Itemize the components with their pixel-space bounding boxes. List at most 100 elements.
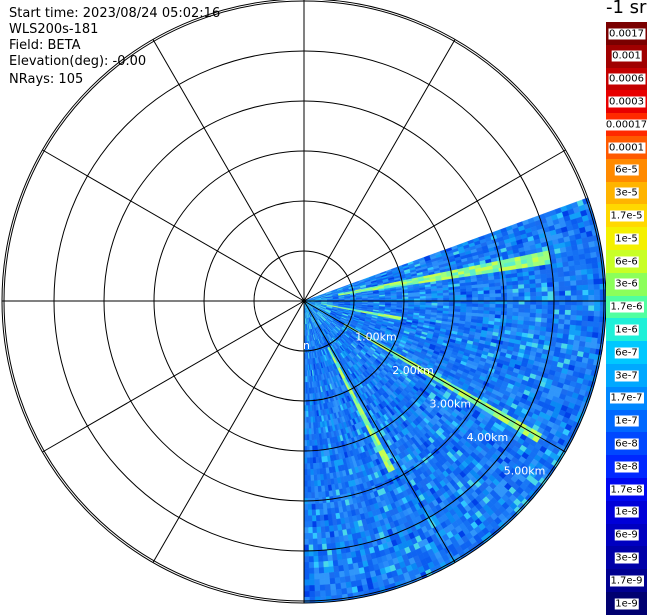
data-cell <box>536 305 542 309</box>
data-cell <box>593 274 599 280</box>
data-cell <box>530 292 536 296</box>
data-cell <box>507 285 513 289</box>
data-cell <box>535 279 541 284</box>
data-cell <box>574 260 580 266</box>
data-cell <box>519 297 525 301</box>
data-cell <box>570 320 576 325</box>
data-cell <box>484 294 490 298</box>
data-cell <box>519 293 525 297</box>
data-cell <box>536 288 542 293</box>
data-cell <box>593 322 599 328</box>
data-cell <box>455 295 461 298</box>
data-cell <box>547 314 553 319</box>
data-cell <box>530 317 536 322</box>
data-cell <box>507 308 513 312</box>
data-cell <box>575 326 581 332</box>
data-cell <box>587 327 593 333</box>
data-cell <box>513 285 519 289</box>
data-cell <box>420 296 426 298</box>
data-cell <box>586 264 592 270</box>
data-cell <box>547 278 553 283</box>
data-cell <box>518 281 524 285</box>
data-cell <box>587 274 593 280</box>
data-cell <box>599 317 605 323</box>
data-cell <box>530 288 536 292</box>
data-cell <box>559 286 565 291</box>
data-cell <box>594 295 600 300</box>
data-cell <box>506 282 512 286</box>
data-cell <box>455 292 461 295</box>
data-cell <box>523 276 529 281</box>
data-cell <box>432 298 438 301</box>
data-cell <box>461 307 467 310</box>
data-cell <box>472 285 478 289</box>
data-cell <box>548 287 554 292</box>
data-cell <box>576 316 582 321</box>
data-cell <box>559 310 565 315</box>
data-cell <box>588 306 594 311</box>
data-cell <box>524 284 530 288</box>
data-cell <box>437 293 443 296</box>
data-cell <box>352 587 358 594</box>
data-cell <box>506 278 512 282</box>
data-cell <box>535 318 541 323</box>
data-cell <box>558 277 564 282</box>
data-cell <box>600 311 606 317</box>
data-cell <box>563 262 569 268</box>
data-cell <box>548 292 554 297</box>
data-cell <box>554 305 560 310</box>
data-cell <box>443 303 449 306</box>
data-cell <box>530 305 536 309</box>
data-cell <box>478 294 484 297</box>
data-cell <box>582 285 588 290</box>
data-cell <box>467 295 473 298</box>
data-cell <box>592 332 598 338</box>
data-cell <box>536 313 542 318</box>
data-cell <box>507 304 513 308</box>
data-cell <box>548 305 554 310</box>
data-cell <box>478 291 484 295</box>
data-cell <box>524 309 530 313</box>
data-cell <box>600 284 606 290</box>
data-cell <box>576 275 582 281</box>
data-cell <box>571 296 577 301</box>
data-cell <box>582 321 588 327</box>
data-cell <box>570 281 576 286</box>
data-cell <box>530 284 536 289</box>
data-cell <box>576 321 582 327</box>
data-cell <box>513 312 519 316</box>
data-cell <box>557 267 563 272</box>
data-cell <box>588 316 594 322</box>
data-cell <box>426 299 432 301</box>
data-cell <box>472 294 478 297</box>
data-cell <box>560 296 566 301</box>
data-cell <box>496 294 502 298</box>
data-cell <box>518 312 524 316</box>
data-cell <box>576 280 582 285</box>
data-cell <box>484 291 490 295</box>
data-cell <box>524 313 530 318</box>
data-cell <box>542 314 548 319</box>
data-cell <box>519 305 525 309</box>
data-cell <box>472 307 478 310</box>
data-cell <box>495 308 501 312</box>
data-cell <box>484 287 490 291</box>
data-cell <box>583 295 589 300</box>
data-cell <box>512 281 518 285</box>
data-cell <box>582 311 588 316</box>
data-cell <box>542 309 548 314</box>
data-cell <box>513 305 519 309</box>
data-cell <box>496 304 502 308</box>
data-cell <box>461 298 467 301</box>
data-cell <box>569 266 575 272</box>
data-cell <box>530 279 536 284</box>
data-cell <box>495 311 501 315</box>
data-cell <box>571 305 577 310</box>
data-cell <box>565 281 571 286</box>
data-cell <box>483 284 489 288</box>
data-cell <box>513 297 519 301</box>
data-cell <box>542 305 548 310</box>
data-cell <box>529 275 535 280</box>
data-cell <box>432 296 438 299</box>
